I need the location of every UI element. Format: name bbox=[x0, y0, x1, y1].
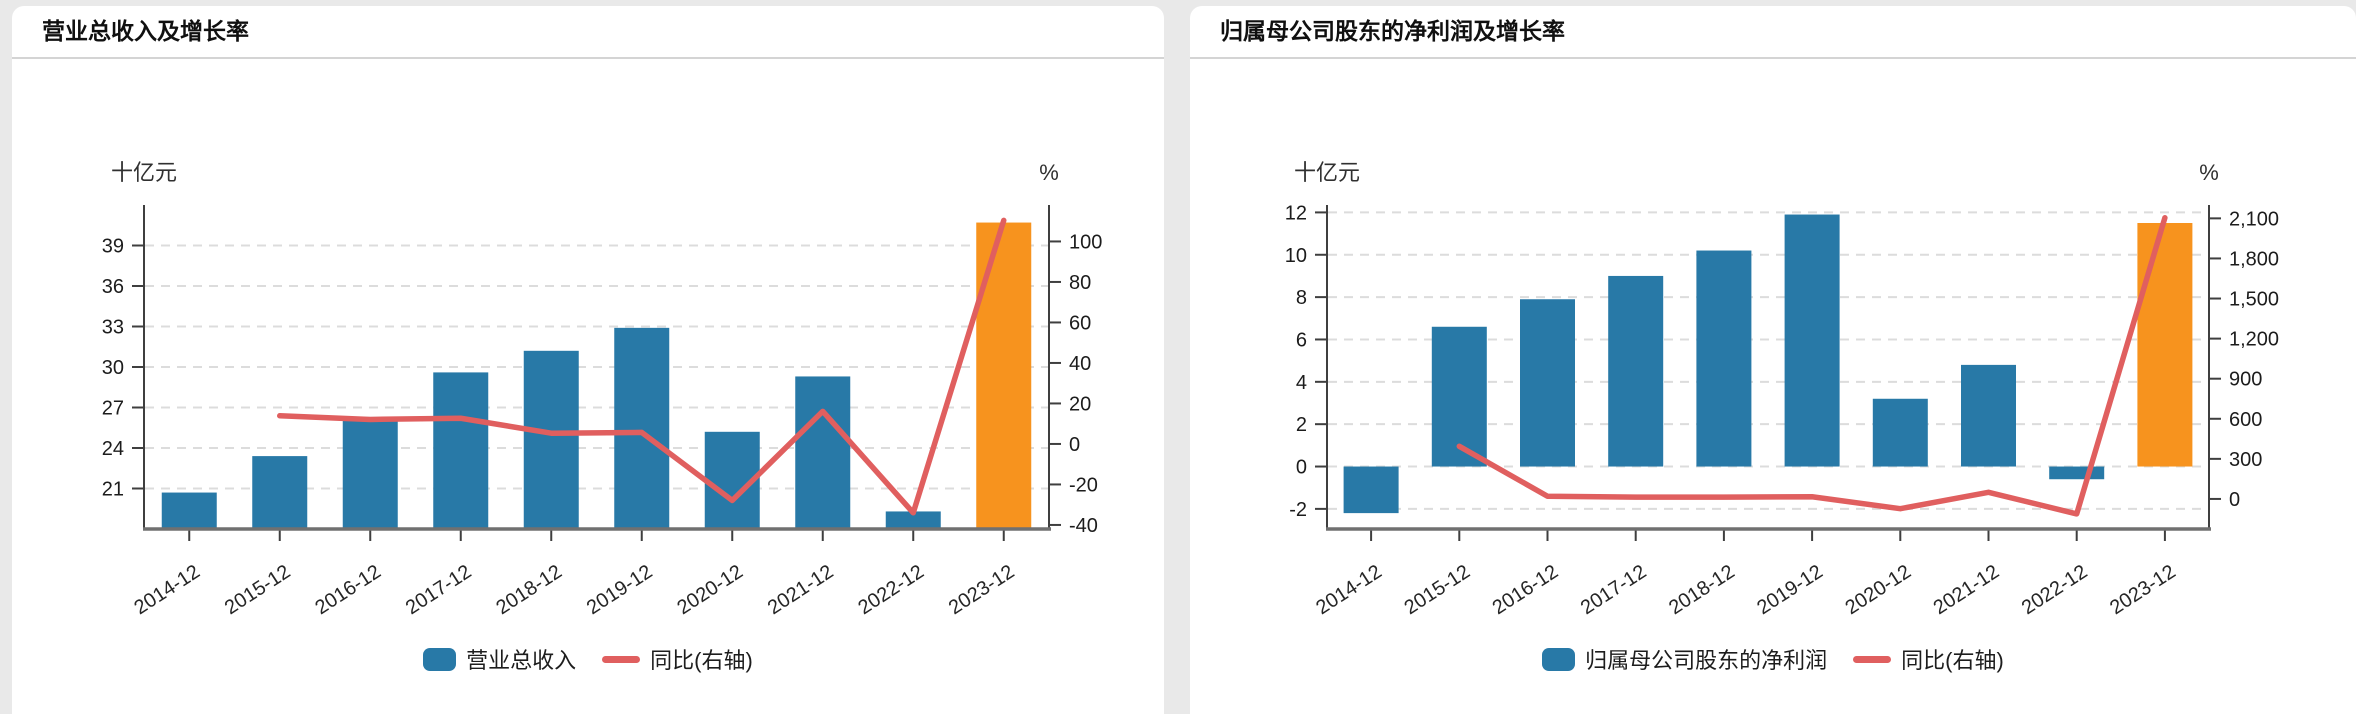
svg-text:2022-12: 2022-12 bbox=[854, 561, 928, 619]
svg-text:60: 60 bbox=[1069, 312, 1091, 334]
svg-text:100: 100 bbox=[1069, 231, 1102, 253]
svg-text:%: % bbox=[2199, 160, 2219, 185]
svg-text:24: 24 bbox=[102, 438, 124, 460]
svg-text:30: 30 bbox=[102, 357, 124, 379]
svg-text:2019-12: 2019-12 bbox=[583, 561, 657, 619]
svg-text:2018-12: 2018-12 bbox=[1665, 561, 1739, 619]
revenue-chart-title: 营业总收入及增长率 bbox=[42, 18, 249, 44]
svg-text:2014-12: 2014-12 bbox=[130, 561, 204, 619]
svg-text:1,200: 1,200 bbox=[2229, 329, 2279, 351]
svg-text:39: 39 bbox=[102, 236, 124, 258]
revenue-chart-card: 营业总收入及增长率 21 24 27 30 33 36 39 -40 -20 0 20 40 60 80 1… bbox=[12, 6, 1164, 714]
svg-text:0: 0 bbox=[1069, 434, 1080, 456]
svg-text:2016-12: 2016-12 bbox=[1489, 561, 1563, 619]
revenue-line-legend-item: 同比(右轴) bbox=[602, 643, 753, 675]
svg-text:20: 20 bbox=[1069, 393, 1091, 415]
bar-series-legend-label: 归属母公司股东的净利润 bbox=[1585, 648, 1828, 673]
svg-text:27: 27 bbox=[102, 398, 124, 420]
svg-text:1,500: 1,500 bbox=[2229, 289, 2279, 311]
revenue-bar-legend-item: 营业总收入 bbox=[423, 643, 576, 675]
bar-series-legend-label: 营业总收入 bbox=[466, 648, 577, 673]
svg-text:十亿元: 十亿元 bbox=[111, 160, 177, 185]
svg-text:2020-12: 2020-12 bbox=[673, 561, 747, 619]
net-profit-bar-legend-item: 归属母公司股东的净利润 bbox=[1542, 643, 1827, 675]
svg-text:900: 900 bbox=[2229, 369, 2262, 391]
svg-text:-2: -2 bbox=[1289, 499, 1307, 521]
svg-text:2: 2 bbox=[1296, 414, 1307, 436]
svg-text:36: 36 bbox=[102, 276, 124, 298]
bar-series-swatch-icon bbox=[423, 647, 457, 671]
svg-text:12: 12 bbox=[1285, 202, 1307, 224]
line-series-legend-label: 同比(右轴) bbox=[1901, 648, 2004, 673]
revenue-chart-legend: 营业总收入 同比(右轴) bbox=[12, 642, 1164, 676]
svg-text:-20: -20 bbox=[1069, 474, 1098, 496]
svg-text:2023-12: 2023-12 bbox=[2106, 561, 2180, 619]
svg-text:-40: -40 bbox=[1069, 515, 1098, 537]
svg-text:33: 33 bbox=[102, 317, 124, 339]
svg-text:%: % bbox=[1039, 160, 1059, 185]
svg-text:4: 4 bbox=[1296, 372, 1307, 394]
svg-text:1,800: 1,800 bbox=[2229, 248, 2279, 270]
svg-text:2015-12: 2015-12 bbox=[1400, 561, 1474, 619]
svg-text:0: 0 bbox=[2229, 489, 2240, 511]
svg-text:2017-12: 2017-12 bbox=[402, 561, 476, 619]
net-profit-line-legend-item: 同比(右轴) bbox=[1853, 643, 2004, 675]
svg-text:2017-12: 2017-12 bbox=[1577, 561, 1651, 619]
svg-text:10: 10 bbox=[1285, 245, 1307, 267]
net-profit-chart-header: 归属母公司股东的净利润及增长率 bbox=[1190, 6, 2356, 59]
net-profit-chart-legend: 归属母公司股东的净利润 同比(右轴) bbox=[1190, 642, 2356, 676]
revenue-chart-header: 营业总收入及增长率 bbox=[12, 6, 1164, 59]
svg-text:2023-12: 2023-12 bbox=[945, 561, 1019, 619]
svg-text:2021-12: 2021-12 bbox=[1930, 561, 2004, 619]
line-series-legend-label: 同比(右轴) bbox=[650, 648, 753, 673]
svg-text:6: 6 bbox=[1296, 329, 1307, 351]
line-series-swatch-icon bbox=[1853, 655, 1892, 663]
svg-text:2019-12: 2019-12 bbox=[1753, 561, 1827, 619]
svg-text:8: 8 bbox=[1296, 287, 1307, 309]
svg-text:300: 300 bbox=[2229, 449, 2262, 471]
net-profit-chart-canvas[interactable]: -2 0 2 4 6 8 10 12 0 300 600 900 1,200 1,500 1,800 2,10… bbox=[1190, 59, 2356, 714]
svg-text:600: 600 bbox=[2229, 409, 2262, 431]
svg-text:2016-12: 2016-12 bbox=[311, 561, 385, 619]
svg-text:0: 0 bbox=[1296, 457, 1307, 479]
svg-text:2021-12: 2021-12 bbox=[764, 561, 838, 619]
svg-text:2020-12: 2020-12 bbox=[1841, 561, 1915, 619]
svg-text:2018-12: 2018-12 bbox=[492, 561, 566, 619]
revenue-chart-canvas[interactable]: 21 24 27 30 33 36 39 -40 -20 0 20 40 60 80 100 2014-12 2… bbox=[12, 59, 1164, 714]
svg-text:2014-12: 2014-12 bbox=[1312, 561, 1386, 619]
svg-text:80: 80 bbox=[1069, 272, 1091, 294]
svg-text:2015-12: 2015-12 bbox=[221, 561, 295, 619]
svg-text:2022-12: 2022-12 bbox=[2018, 561, 2092, 619]
net-profit-chart-title: 归属母公司股东的净利润及增长率 bbox=[1220, 18, 1565, 44]
svg-text:2,100: 2,100 bbox=[2229, 208, 2279, 230]
svg-text:21: 21 bbox=[102, 479, 124, 501]
svg-text:十亿元: 十亿元 bbox=[1294, 160, 1360, 185]
line-series-swatch-icon bbox=[602, 655, 641, 663]
net-profit-chart-card: 归属母公司股东的净利润及增长率 -2 0 2 4 6 8 10 12 0 300 600 900 1,2… bbox=[1190, 6, 2356, 714]
svg-text:40: 40 bbox=[1069, 353, 1091, 375]
bar-series-swatch-icon bbox=[1542, 647, 1576, 671]
